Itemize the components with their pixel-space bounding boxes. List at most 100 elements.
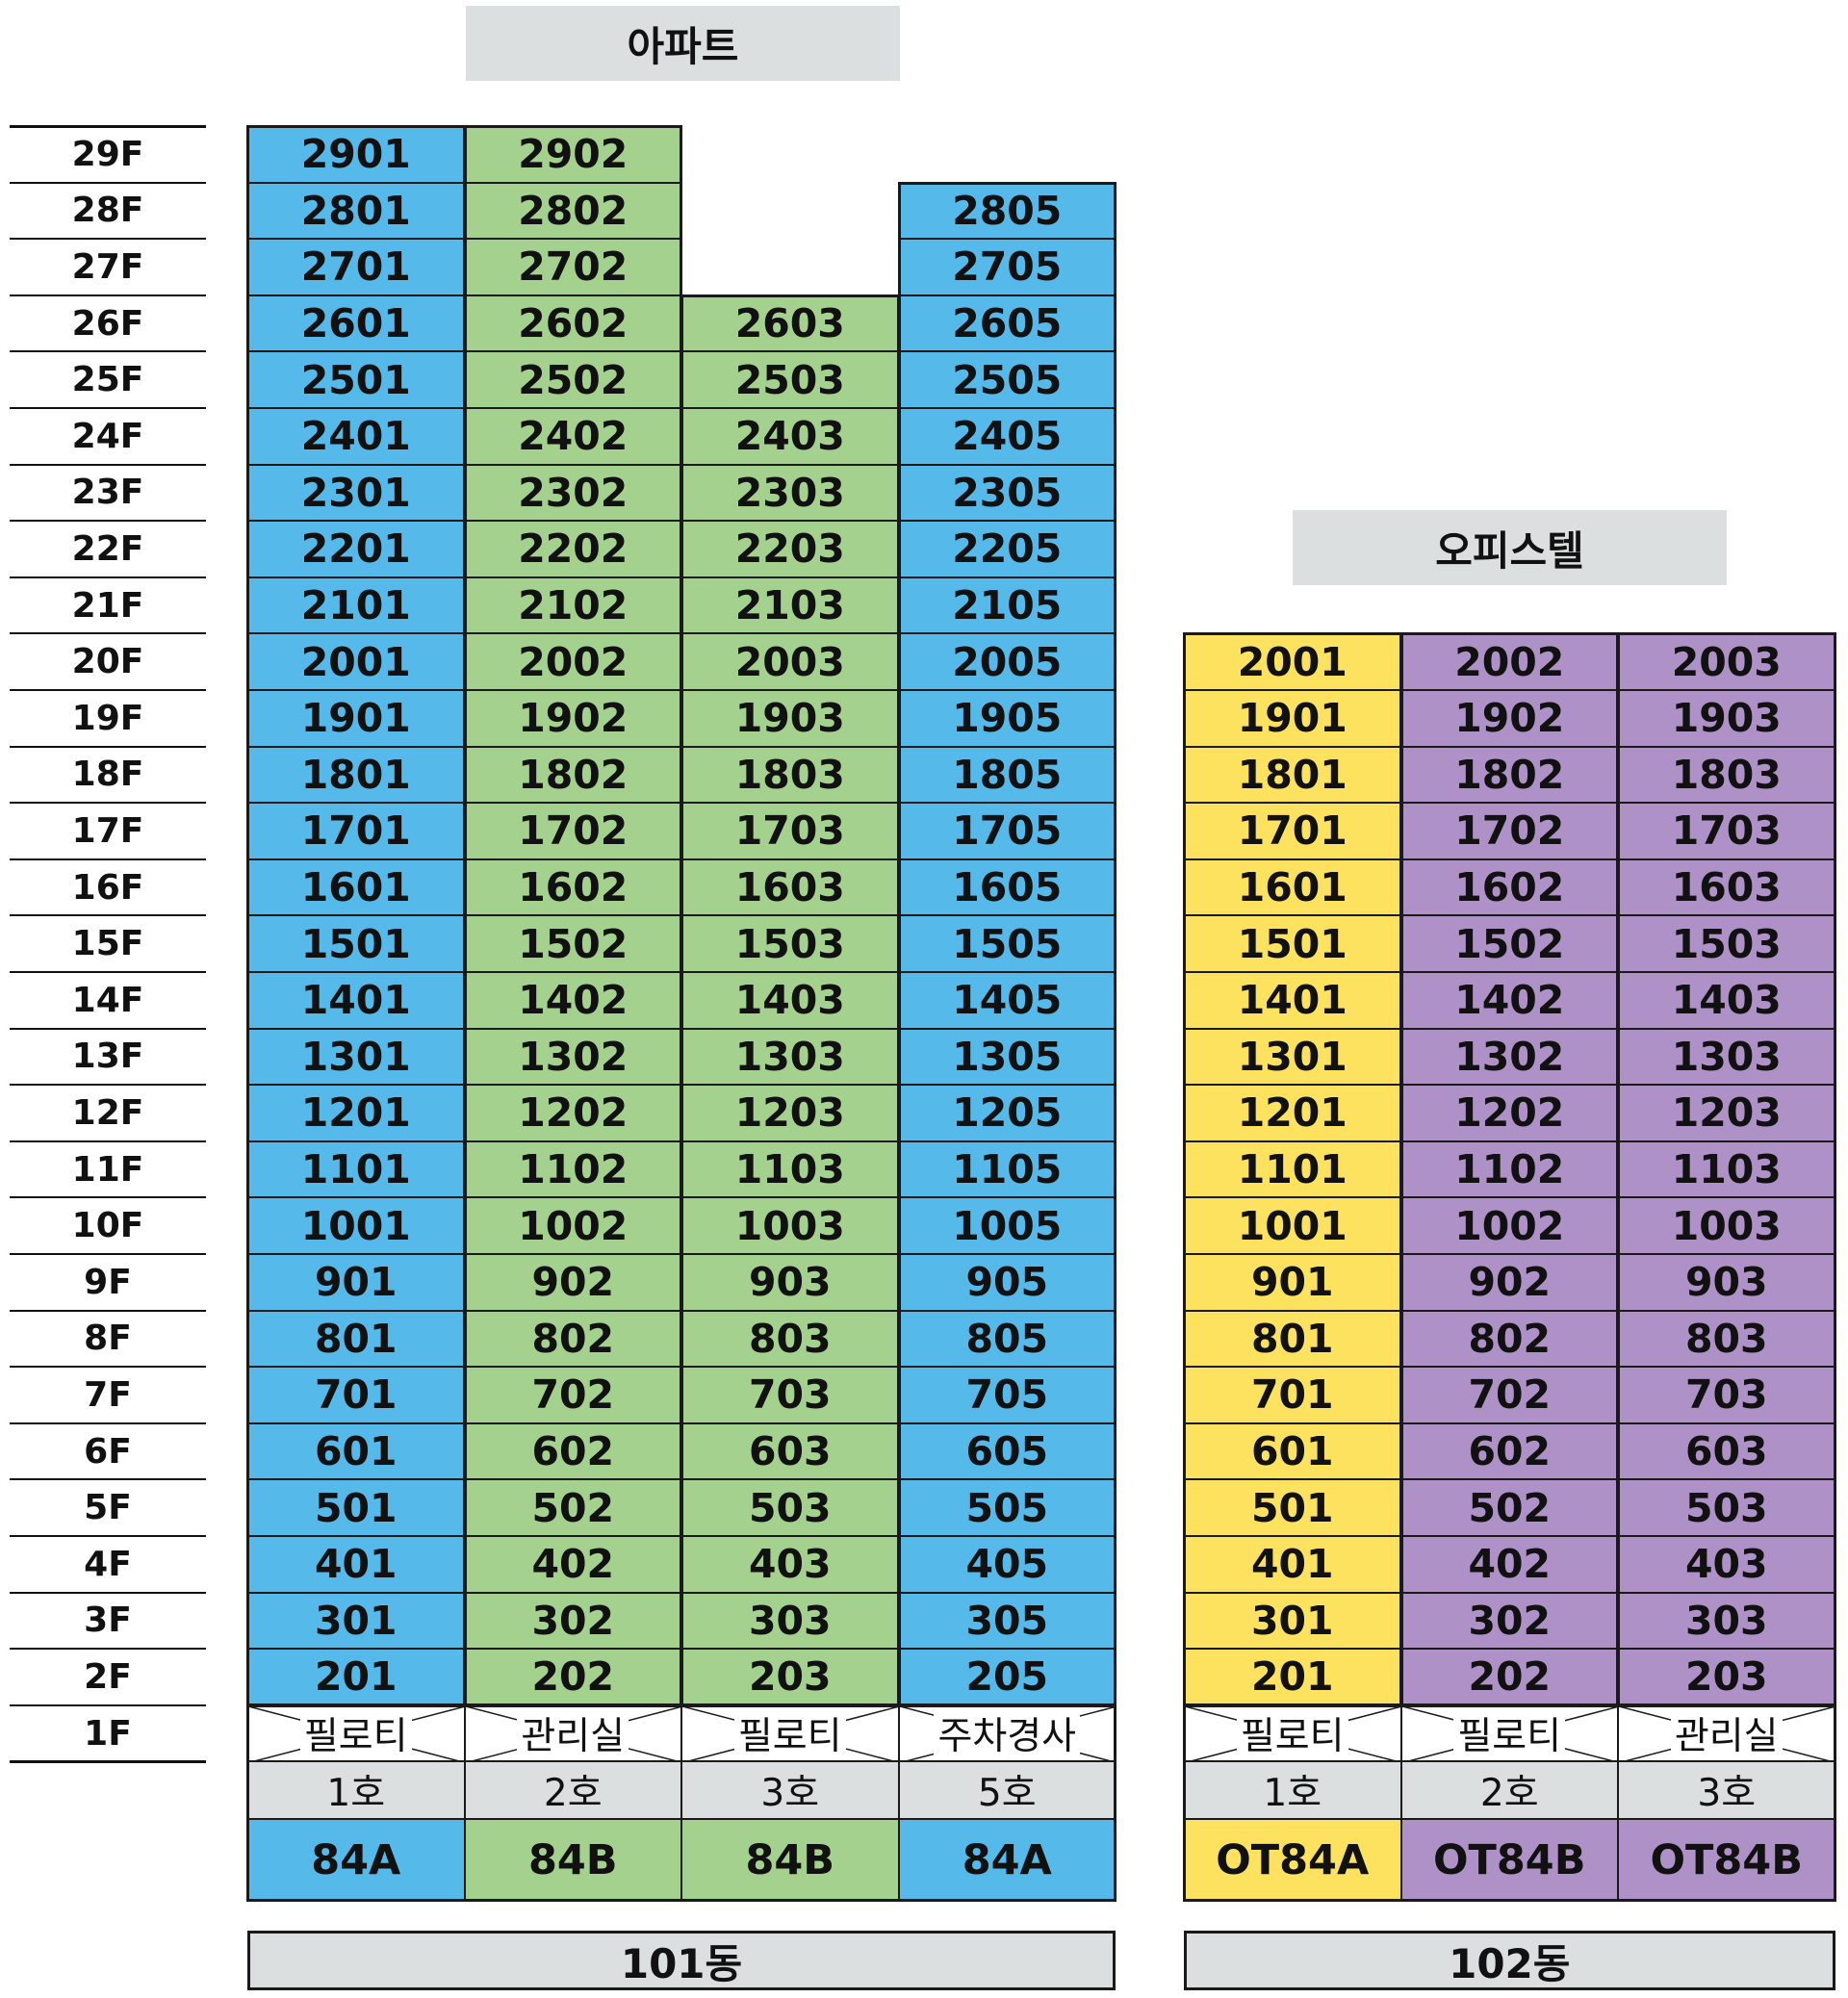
- unit-cell: 802: [1400, 1310, 1618, 1368]
- unit-cell: 2002: [464, 633, 681, 690]
- floor-separator: [10, 971, 206, 973]
- unit-stack-outline: [1617, 632, 1836, 1706]
- unit-cell: 1703: [1618, 803, 1835, 859]
- unit-cell: 1605: [898, 858, 1116, 916]
- unit-cell: 403: [681, 1536, 899, 1593]
- unit-cell: 1201: [1184, 1085, 1401, 1141]
- unit-cell: 2602: [464, 295, 681, 352]
- unit-cell: 2103: [681, 576, 899, 634]
- unit-cell: 1101: [247, 1140, 465, 1198]
- unit-cell: 902: [1400, 1254, 1618, 1311]
- unit-cell: 1301: [247, 1028, 465, 1086]
- unit-cell: 2301: [247, 464, 465, 522]
- unit-stack-outline: [463, 125, 682, 1706]
- unit-cell: 1902: [464, 690, 681, 747]
- unit-cell: 205: [898, 1649, 1116, 1705]
- floor-label: 18F: [71, 755, 144, 795]
- ground-floor-label: 관리실: [1670, 1706, 1783, 1761]
- floor-separator: [10, 181, 206, 184]
- floor-label: 7F: [84, 1374, 132, 1415]
- building-base-outline: [1183, 1703, 1836, 1903]
- unit-cell: 905: [898, 1254, 1116, 1311]
- unit-cell: 1001: [1184, 1197, 1401, 1254]
- unit-cell: 702: [1400, 1367, 1618, 1423]
- unit-number-label: 1호: [247, 1761, 465, 1820]
- unit-cell: 1005: [898, 1197, 1116, 1254]
- unit-cell: 1903: [681, 690, 899, 747]
- floor-label: 3F: [84, 1601, 132, 1641]
- unit-type-label: 84A: [898, 1819, 1116, 1902]
- floor-label: 29F: [71, 134, 144, 174]
- unit-cell: 502: [1400, 1479, 1618, 1536]
- unit-cell: 803: [1618, 1310, 1835, 1368]
- floor-separator: [10, 802, 206, 805]
- unit-cell: 2402: [464, 408, 681, 465]
- floor-label: 11F: [71, 1149, 144, 1190]
- floor-label: 22F: [71, 528, 144, 569]
- floor-separator: [10, 520, 206, 523]
- floor-separator: [10, 914, 206, 917]
- unit-cell: 1203: [681, 1085, 899, 1141]
- floor-label: 6F: [84, 1431, 132, 1472]
- unit-cell: 1501: [247, 915, 465, 972]
- unit-cell: 801: [247, 1310, 465, 1368]
- unit-cell: 2902: [464, 126, 681, 183]
- ground-floor-cell: 필로티: [1184, 1704, 1401, 1762]
- floor-separator: [10, 294, 206, 296]
- unit-cell: 1203: [1618, 1085, 1835, 1141]
- unit-cell: 1901: [247, 690, 465, 747]
- floor-label: 23F: [71, 473, 144, 513]
- floor-separator: [10, 1253, 206, 1255]
- unit-cell: 703: [681, 1367, 899, 1423]
- unit-number-label: 2호: [1400, 1761, 1618, 1820]
- floor-label: 17F: [71, 810, 144, 851]
- ground-floor-cell: 필로티: [247, 1704, 465, 1762]
- unit-cell: 2601: [247, 295, 465, 352]
- unit-stack-outline: [1183, 632, 1402, 1706]
- ground-floor-label: 주차경사: [934, 1706, 1081, 1761]
- unit-cell: 1803: [1618, 746, 1835, 804]
- unit-number-label: 1호: [1184, 1761, 1401, 1820]
- unit-cell: 302: [464, 1592, 681, 1650]
- floor-label: 8F: [84, 1319, 132, 1359]
- unit-cell: 1802: [1400, 746, 1618, 804]
- unit-cell: 902: [464, 1254, 681, 1311]
- floor-label: 27F: [71, 246, 144, 287]
- unit-cell: 301: [247, 1592, 465, 1650]
- unit-cell: 803: [681, 1310, 899, 1368]
- unit-cell: 703: [1618, 1367, 1835, 1423]
- unit-cell: 1102: [1400, 1140, 1618, 1198]
- building-name-label: 102동: [1184, 1931, 1835, 1990]
- unit-cell: 301: [1184, 1592, 1401, 1650]
- unit-cell: 1702: [464, 803, 681, 859]
- unit-cell: 802: [464, 1310, 681, 1368]
- unit-cell: 2403: [681, 408, 899, 465]
- unit-cell: 2701: [247, 239, 465, 295]
- unit-stack-outline: [1399, 632, 1619, 1706]
- floor-label: 10F: [71, 1206, 144, 1246]
- unit-cell: 1403: [1618, 972, 1835, 1029]
- unit-cell: 1105: [898, 1140, 1116, 1198]
- floor-separator: [10, 238, 206, 241]
- unit-cell: 1903: [1618, 690, 1835, 747]
- unit-cell: 2702: [464, 239, 681, 295]
- unit-cell: 1601: [247, 858, 465, 916]
- floor-separator: [10, 1703, 206, 1706]
- unit-cell: 1901: [1184, 690, 1401, 747]
- unit-cell: 1905: [898, 690, 1116, 747]
- ground-floor-label: 필로티: [733, 1706, 846, 1761]
- unit-cell: 602: [464, 1422, 681, 1480]
- unit-cell: 1703: [681, 803, 899, 859]
- building-type-header: 아파트: [466, 6, 900, 81]
- floor-label: 28F: [71, 191, 144, 231]
- floor-separator: [10, 463, 206, 466]
- unit-cell: 2201: [247, 521, 465, 577]
- ground-floor-label: 필로티: [1453, 1706, 1566, 1761]
- unit-cell: 1302: [1400, 1028, 1618, 1086]
- floor-label: 12F: [71, 1092, 144, 1133]
- unit-cell: 2303: [681, 464, 899, 522]
- unit-cell: 1902: [1400, 690, 1618, 747]
- ground-floor-cell: 관리실: [464, 1704, 681, 1762]
- unit-cell: 2805: [898, 182, 1116, 240]
- floor-separator: [10, 1422, 206, 1424]
